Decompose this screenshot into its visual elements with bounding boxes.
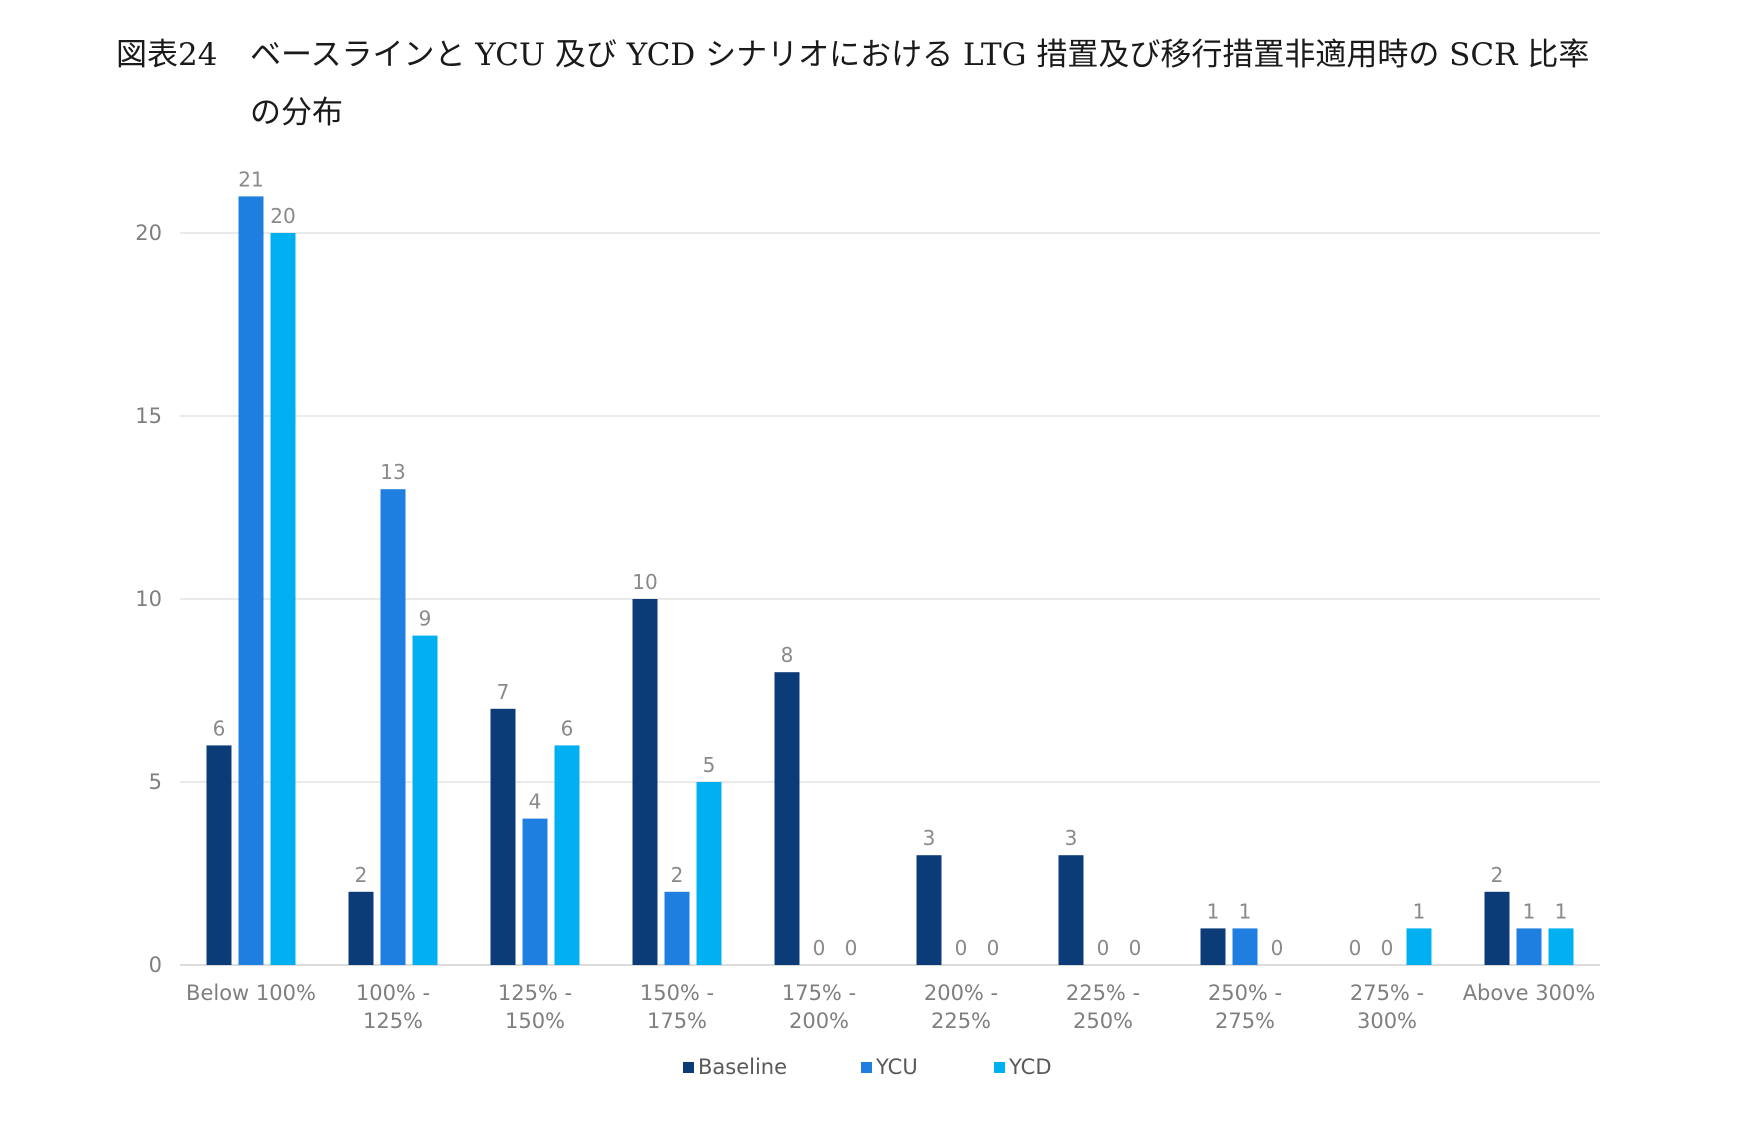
data-label: 7: [497, 680, 510, 704]
bar-baseline: [632, 599, 658, 965]
data-label: 3: [923, 826, 936, 850]
legend-label: YCD: [1008, 1055, 1052, 1079]
bar-ycd: [554, 745, 580, 965]
bar-ycu: [1516, 928, 1542, 965]
data-label: 20: [270, 204, 295, 228]
y-tick-label: 15: [135, 404, 162, 428]
bar-baseline: [490, 708, 516, 965]
y-tick-label: 20: [135, 221, 162, 245]
data-label: 5: [703, 753, 716, 777]
y-tick-label: 5: [149, 770, 162, 794]
data-label: 1: [1555, 899, 1568, 923]
data-label: 6: [561, 716, 574, 740]
y-tick-label: 0: [149, 953, 162, 977]
bar-ycd: [1406, 928, 1432, 965]
data-label: 6: [213, 716, 226, 740]
data-label: 1: [1207, 899, 1220, 923]
data-label: 1: [1523, 899, 1536, 923]
bar-ycd: [1548, 928, 1574, 965]
x-tick-label: 175%: [647, 1009, 707, 1033]
x-tick-label: 150% -: [640, 981, 714, 1005]
x-tick-label: 200%: [789, 1009, 849, 1033]
data-label: 2: [355, 863, 368, 887]
x-tick-label: 200% -: [924, 981, 998, 1005]
bar-ycu: [522, 818, 548, 965]
figure-number: 図表24: [116, 37, 218, 73]
x-tick-label: Above 300%: [1463, 981, 1596, 1005]
data-label: 21: [238, 167, 263, 191]
legend-swatch: [683, 1062, 694, 1073]
bar-baseline: [916, 855, 942, 965]
data-label: 0: [1129, 936, 1142, 960]
data-label: 3: [1065, 826, 1078, 850]
data-label: 1: [1413, 899, 1426, 923]
data-label: 4: [529, 790, 542, 814]
data-label: 0: [955, 936, 968, 960]
data-label: 1: [1239, 899, 1252, 923]
data-label: 0: [845, 936, 858, 960]
data-label: 9: [419, 607, 432, 631]
x-tick-label: 300%: [1357, 1009, 1417, 1033]
data-label: 2: [1491, 863, 1504, 887]
x-tick-label: 150%: [505, 1009, 565, 1033]
x-tick-label: Below 100%: [186, 981, 316, 1005]
legend-label: YCU: [875, 1055, 918, 1079]
data-label: 10: [632, 570, 657, 594]
x-tick-label: 250%: [1073, 1009, 1133, 1033]
bar-baseline: [348, 891, 374, 965]
x-tick-label: 125% -: [498, 981, 572, 1005]
x-tick-label: 275%: [1215, 1009, 1275, 1033]
bar-ycu: [380, 489, 406, 965]
data-label: 13: [380, 460, 405, 484]
title-line-1: ベースラインと YCU 及び YCD シナリオにおける LTG 措置及び移行措置…: [250, 37, 1590, 73]
data-label: 0: [1349, 936, 1362, 960]
data-label: 2: [671, 863, 684, 887]
x-tick-label: 225%: [931, 1009, 991, 1033]
bar-baseline: [1484, 891, 1510, 965]
bar-ycd: [270, 233, 296, 965]
chart-title: 図表24 ベースラインと YCU 及び YCD シナリオにおける LTG 措置及び…: [116, 26, 1676, 142]
data-label: 8: [781, 643, 794, 667]
bar-baseline: [1058, 855, 1084, 965]
data-label: 0: [987, 936, 1000, 960]
data-label: 0: [1271, 936, 1284, 960]
y-tick-label: 10: [135, 587, 162, 611]
legend-label: Baseline: [698, 1055, 787, 1079]
legend-swatch: [861, 1062, 872, 1073]
data-label: 0: [1381, 936, 1394, 960]
bar-ycu: [238, 196, 264, 965]
bar-ycd: [696, 782, 722, 965]
bar-baseline: [1200, 928, 1226, 965]
bar-ycu: [1232, 928, 1258, 965]
x-tick-label: 175% -: [782, 981, 856, 1005]
x-tick-label: 275% -: [1350, 981, 1424, 1005]
x-tick-label: 100% -: [356, 981, 430, 1005]
bar-ycd: [412, 635, 438, 965]
bar-baseline: [774, 672, 800, 965]
bar-baseline: [206, 745, 232, 965]
x-tick-label: 125%: [363, 1009, 423, 1033]
data-label: 0: [1097, 936, 1110, 960]
title-line-2: の分布: [250, 95, 343, 131]
legend-swatch: [994, 1062, 1005, 1073]
bar-ycu: [664, 891, 690, 965]
data-label: 0: [813, 936, 826, 960]
x-tick-label: 225% -: [1066, 981, 1140, 1005]
x-tick-label: 250% -: [1208, 981, 1282, 1005]
